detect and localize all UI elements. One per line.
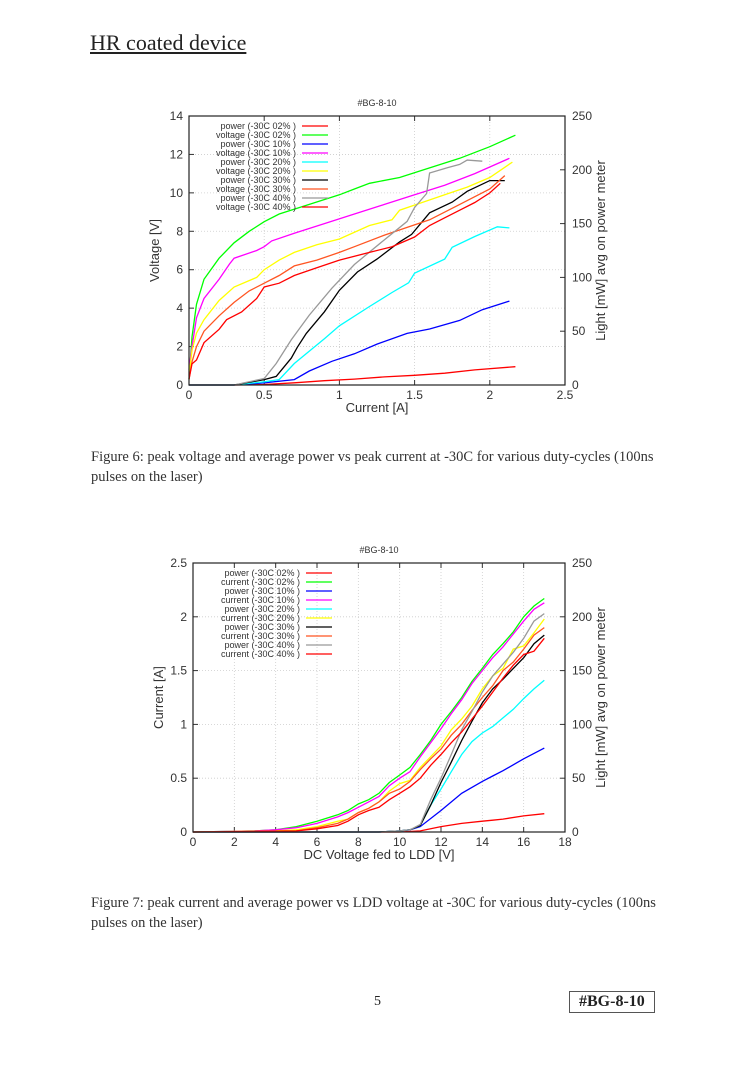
y-tick-label: 8 <box>176 224 183 238</box>
series-line-0 <box>193 813 545 833</box>
legend-label: current (-30C 20% ) <box>221 613 300 623</box>
legend-label: power (-30C 30% ) <box>224 622 300 632</box>
figure-7-caption: Figure 7: peak current and average power… <box>91 895 656 931</box>
series-line-6 <box>189 179 505 386</box>
x-tick-label: 0 <box>186 388 193 402</box>
y-axis-label: Voltage [V] <box>147 219 162 282</box>
x-tick-label: 12 <box>434 835 448 849</box>
legend-label: power (-30C 30% ) <box>220 175 296 185</box>
legend-label: power (-30C 20% ) <box>220 157 296 167</box>
x-tick-label: 18 <box>558 835 572 849</box>
legend-label: voltage (-30C 40% ) <box>216 202 296 212</box>
y-tick-label: 0.5 <box>170 771 187 785</box>
y-axis-label: Current [A] <box>151 666 166 729</box>
legend-label: power (-30C 10% ) <box>220 139 296 149</box>
legend-label: power (-30C 02% ) <box>220 121 296 131</box>
legend-label: current (-30C 30% ) <box>221 631 300 641</box>
y-tick-label: 6 <box>176 263 183 277</box>
x-tick-label: 1 <box>336 388 343 402</box>
y2-tick-label: 200 <box>572 610 592 624</box>
y2-tick-label: 150 <box>572 664 592 678</box>
y2-tick-label: 50 <box>572 771 586 785</box>
y-tick-label: 0 <box>176 378 183 392</box>
series-line-7 <box>188 175 506 380</box>
y-tick-label: 2 <box>180 610 187 624</box>
legend-label: voltage (-30C 30% ) <box>216 184 296 194</box>
y2-tick-label: 100 <box>572 717 592 731</box>
series-line-3 <box>188 157 510 370</box>
series-line-9 <box>192 637 545 833</box>
x-tick-label: 2.5 <box>557 388 574 402</box>
y-tick-label: 10 <box>170 186 184 200</box>
series-line-1 <box>188 134 516 380</box>
x-tick-label: 14 <box>476 835 490 849</box>
figure-6-caption: Figure 6: peak voltage and average power… <box>91 449 654 485</box>
series-line-7 <box>192 627 545 833</box>
y-tick-label: 1 <box>180 717 187 731</box>
x-tick-label: 8 <box>355 835 362 849</box>
x-tick-label: 2 <box>231 835 238 849</box>
legend-label: current (-30C 02% ) <box>221 577 300 587</box>
series-line-1 <box>192 597 545 833</box>
legend-label: power (-30C 02% ) <box>224 568 300 578</box>
x-tick-label: 10 <box>393 835 407 849</box>
y2-tick-label: 200 <box>572 163 592 177</box>
series-line-4 <box>193 679 545 833</box>
plot-frame <box>188 115 566 386</box>
chart-title: #BG-8-10 <box>357 98 396 108</box>
series-line-8 <box>189 159 483 386</box>
legend-label: power (-30C 40% ) <box>220 193 296 203</box>
legend-label: voltage (-30C 10% ) <box>216 148 296 158</box>
series-line-9 <box>188 182 501 380</box>
legend-label: current (-30C 10% ) <box>221 595 300 605</box>
x-axis-label: Current [A] <box>346 400 409 415</box>
y-tick-label: 4 <box>176 301 183 315</box>
x-tick-label: 2 <box>486 388 493 402</box>
y-tick-label: 0 <box>180 825 187 839</box>
series-line-4 <box>189 226 510 386</box>
y2-tick-label: 0 <box>572 825 579 839</box>
x-tick-label: 0.5 <box>256 388 273 402</box>
x-tick-label: 6 <box>314 835 321 849</box>
figure-7: 0 2 4 6 8 10 12 14 16 18 0 0.5 1 1.5 2 2.5 0 50 100 150 200 2… <box>151 545 608 862</box>
chart-voltage-power-vs-current: 0 0.5 1 1.5 2 2.502468101214050100150200250po… <box>147 98 608 415</box>
y2-axis-label: Light [mW] avg on power meter <box>593 160 608 341</box>
y2-axis-label: Light [mW] avg on power meter <box>593 607 608 788</box>
y2-tick-label: 100 <box>572 270 592 284</box>
x-tick-label: 16 <box>517 835 531 849</box>
y2-tick-label: 250 <box>572 556 592 570</box>
chart-current-power-vs-ldd-voltage: 0 2 4 6 8 10 12 14 16 1800.511.522.50501001502002… <box>151 545 608 862</box>
figure-6: 0 0.5 1 1.5 2 2.5 0 2 4 6 8 10 12 14 0 50 100 150 200 250 po… <box>0 0 754 440</box>
y-tick-label: 1.5 <box>170 664 187 678</box>
chart-title: #BG-8-10 <box>359 545 398 555</box>
series-line-5 <box>188 161 513 376</box>
page-number: 5 <box>374 994 381 1009</box>
y2-tick-label: 250 <box>572 109 592 123</box>
y2-tick-label: 0 <box>572 378 579 392</box>
x-tick-label: 4 <box>272 835 279 849</box>
x-tick-label: 0 <box>190 835 197 849</box>
series-line-3 <box>192 602 545 833</box>
legend-label: voltage (-30C 02% ) <box>216 130 296 140</box>
series-line-2 <box>189 300 510 386</box>
x-tick-label: 1.5 <box>406 388 423 402</box>
legend-label: power (-30C 20% ) <box>224 604 300 614</box>
y2-tick-label: 150 <box>572 217 592 231</box>
y-tick-label: 2 <box>176 340 183 354</box>
document-id-box: #BG-8-10 <box>569 991 655 1013</box>
series-line-8 <box>193 613 545 833</box>
section-title: HR coated device <box>90 30 247 55</box>
legend-label: power (-30C 10% ) <box>224 586 300 596</box>
series-line-5 <box>192 618 545 833</box>
legend-label: voltage (-30C 20% ) <box>216 166 296 176</box>
legend-label: current (-30C 40% ) <box>221 649 300 659</box>
y-tick-label: 14 <box>170 109 184 123</box>
y-tick-label: 2.5 <box>170 556 187 570</box>
plot-frame <box>192 562 566 833</box>
legend-label: power (-30C 40% ) <box>224 640 300 650</box>
y2-tick-label: 50 <box>572 324 586 338</box>
y-tick-label: 12 <box>170 147 184 161</box>
series-line-2 <box>193 747 545 833</box>
x-axis-label: DC Voltage fed to LDD [V] <box>303 847 454 862</box>
